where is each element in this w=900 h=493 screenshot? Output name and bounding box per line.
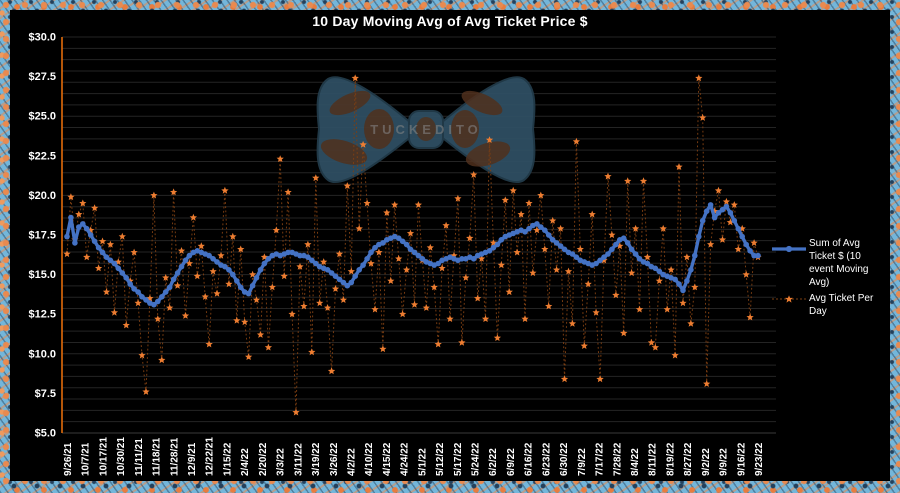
chart-title: 10 Day Moving Avg of Avg Ticket Price $ bbox=[312, 13, 588, 29]
x-tick-label: 8/4/22 bbox=[630, 448, 641, 476]
legend-marker-moving-avg-icon bbox=[772, 245, 806, 253]
x-tick-label: 10/30/21 bbox=[116, 437, 127, 476]
chart-legend[interactable]: Sum of Avg Ticket $ (10 event Moving Avg… bbox=[772, 237, 888, 321]
x-tick-label: 5/17/22 bbox=[453, 442, 464, 476]
legend-entry-daily-avg[interactable]: Avg Ticket Per Day bbox=[772, 292, 888, 318]
y-tick-label: $7.5 bbox=[35, 388, 56, 400]
x-tick-label: 2/4/22 bbox=[240, 448, 251, 476]
x-tick-label: 8/27/22 bbox=[683, 442, 694, 476]
daily-series-line bbox=[66, 78, 759, 413]
x-tick-label: 7/17/22 bbox=[595, 442, 606, 476]
plot-area[interactable]: $30.0 $27.5 $25.0 $22.5 $20.0 $17.5 $15.0 $12.5… bbox=[10, 10, 890, 481]
legend-label-moving-avg: Sum of Avg Ticket $ (10 event Moving Avg… bbox=[809, 238, 869, 288]
x-tick-label: 9/2/22 bbox=[701, 448, 712, 476]
moving-avg-series-markers bbox=[64, 202, 761, 308]
x-tick-label: 3/19/22 bbox=[311, 442, 322, 476]
x-tick-label: 11/11/21 bbox=[134, 438, 145, 476]
x-tick-label: 4/10/22 bbox=[364, 442, 375, 476]
chart-canvas[interactable]: $30.0 $27.5 $25.0 $22.5 $20.0 $17.5 $15.0 $12.5… bbox=[10, 10, 890, 481]
y-tick-label: $17.5 bbox=[28, 230, 56, 242]
x-tick-label: 3/11/22 bbox=[293, 443, 304, 476]
x-tick-label: 5/1/22 bbox=[417, 448, 428, 476]
x-tick-label: 7/28/22 bbox=[612, 442, 623, 476]
x-tick-label: 6/2/22 bbox=[488, 448, 499, 476]
legend-entry-moving-avg[interactable]: Sum of Avg Ticket $ (10 event Moving Avg… bbox=[772, 237, 888, 289]
x-tick-label: 11/28/21 bbox=[169, 437, 180, 476]
x-tick-label: 5/12/22 bbox=[435, 442, 446, 476]
x-tick-label: 8/19/22 bbox=[665, 442, 676, 476]
x-tick-label: 6/30/22 bbox=[559, 442, 570, 476]
x-tick-label: 4/24/22 bbox=[400, 442, 411, 476]
legend-marker-daily-icon bbox=[772, 295, 806, 303]
x-tick-label: 1/15/22 bbox=[222, 442, 233, 476]
x-tick-label: 4/15/22 bbox=[382, 442, 393, 476]
x-tick-label: 12/9/21 bbox=[187, 442, 198, 476]
x-tick-label: 5/24/22 bbox=[471, 442, 482, 476]
x-tick-label: 4/2/22 bbox=[346, 448, 357, 476]
x-tick-label: 2/20/22 bbox=[258, 442, 269, 476]
y-tick-label: $25.0 bbox=[28, 111, 56, 123]
x-tick-label: 9/23/22 bbox=[754, 442, 765, 476]
y-tick-label: $27.5 bbox=[28, 71, 56, 83]
daily-series-markers bbox=[63, 74, 762, 416]
x-tick-label: 10/17/21 bbox=[98, 437, 109, 476]
x-tick-label: 6/9/22 bbox=[506, 448, 517, 476]
x-tick-label: 10/7/21 bbox=[81, 442, 92, 476]
watermark-text: TUCKEDITO bbox=[370, 122, 482, 137]
watermark-logo: TUCKEDITO bbox=[316, 76, 536, 183]
x-tick-label: 3/3/22 bbox=[276, 448, 287, 476]
x-tick-label: 9/9/22 bbox=[719, 448, 730, 476]
y-tick-label: $30.0 bbox=[28, 32, 56, 44]
x-tick-label: 9/26/21 bbox=[63, 442, 74, 476]
x-tick-label: 6/23/22 bbox=[541, 442, 552, 476]
x-tick-label: 11/18/21 bbox=[152, 437, 163, 476]
y-tick-label: $12.5 bbox=[28, 309, 56, 321]
y-tick-label: $10.0 bbox=[28, 348, 56, 360]
x-tick-label: 7/9/22 bbox=[577, 448, 588, 476]
x-tick-label: 6/16/22 bbox=[524, 442, 535, 476]
x-tick-label: 12/22/21 bbox=[205, 437, 216, 476]
y-tick-label: $22.5 bbox=[28, 150, 56, 162]
legend-label-daily: Avg Ticket Per Day bbox=[809, 293, 874, 317]
x-tick-label: 3/26/22 bbox=[329, 442, 340, 476]
y-tick-label: $5.0 bbox=[35, 428, 56, 440]
x-tick-label: 8/11/22 bbox=[648, 443, 659, 476]
y-tick-label: $15.0 bbox=[28, 269, 56, 281]
x-tick-label: 9/16/22 bbox=[736, 442, 747, 476]
y-tick-label: $20.0 bbox=[28, 190, 56, 202]
